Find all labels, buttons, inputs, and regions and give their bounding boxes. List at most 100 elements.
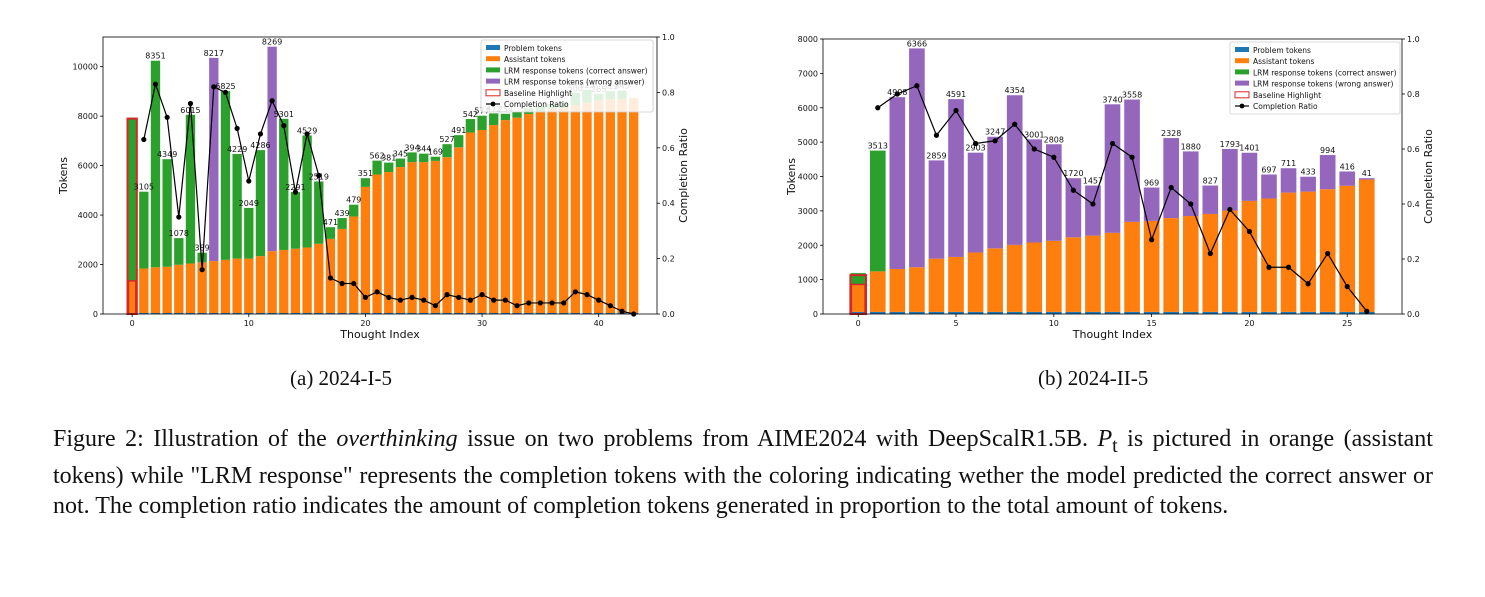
assistant-bar (547, 108, 557, 314)
assistant-bar (869, 271, 886, 312)
assistant-bar (290, 248, 301, 314)
assistant-bar (1124, 221, 1140, 312)
response-bar (1182, 151, 1199, 217)
y-tick-label: 2000 (78, 261, 98, 270)
assistant-bar (850, 284, 867, 312)
completion-ratio-point (374, 289, 380, 295)
response-bar (162, 159, 172, 267)
problem-bar (302, 313, 312, 314)
bar-value-label: 1457 (1083, 177, 1103, 186)
caption-label: Figure 2: Illustration of the (53, 426, 337, 452)
problem-bar (1202, 311, 1219, 314)
assistant-bar (524, 113, 534, 314)
assistant-bar (209, 261, 219, 314)
problem-bar (384, 313, 394, 314)
problem-bar (454, 313, 464, 314)
x-tick-label: 15 (1147, 319, 1157, 328)
legend-swatch (1235, 47, 1249, 52)
problem-bar (185, 313, 196, 314)
bar-value-label: 2903 (965, 144, 985, 153)
assistant-bar (1202, 213, 1219, 312)
completion-ratio-point (1168, 184, 1174, 191)
legend-swatch (485, 89, 501, 97)
problem-bar (1045, 311, 1062, 314)
completion-ratio-point (1051, 154, 1057, 160)
y2-tick-label: 0.4 (662, 199, 675, 208)
response-bar (1261, 174, 1277, 199)
response-bar (1143, 187, 1160, 221)
completion-ratio-point (199, 267, 205, 273)
bar-value-label: 8269 (262, 38, 282, 47)
bar-value-label: 471 (323, 218, 338, 227)
problem-bar (372, 313, 382, 314)
y2-tick-label: 0.0 (662, 310, 675, 319)
response-bar (1124, 99, 1140, 222)
problem-bar (500, 313, 511, 314)
legend-label: LRM response tokens (correct answer) (1253, 68, 1397, 77)
assistant-bar (1006, 244, 1023, 312)
response-bar (1319, 155, 1336, 190)
completion-ratio-point (304, 131, 310, 137)
legend-label: LRM response tokens (wrong answer) (1253, 80, 1394, 89)
assistant-bar (372, 174, 382, 314)
y-tick-label: 5000 (798, 138, 818, 147)
completion-ratio-point (992, 138, 998, 144)
problem-bar (174, 313, 184, 314)
bar-value-label: 479 (346, 196, 361, 205)
completion-ratio-point (1344, 283, 1350, 290)
assistant-bar (629, 97, 639, 314)
completion-ratio-point (409, 294, 415, 300)
completion-ratio-point (351, 280, 357, 287)
bar-value-label: 345 (393, 150, 408, 159)
assistant-bar (349, 216, 359, 314)
assistant-bar (244, 258, 254, 314)
assistant-bar (1319, 189, 1336, 312)
assistant-bar (185, 263, 196, 314)
completion-ratio-point (526, 300, 532, 306)
completion-ratio-point (1188, 201, 1194, 207)
problem-bar (477, 313, 487, 314)
assistant-bar (454, 147, 464, 314)
assistant-bar (314, 243, 324, 314)
x-tick-label: 25 (1342, 319, 1352, 328)
assistant-bar (430, 160, 441, 314)
problem-bar (150, 313, 161, 314)
assistant-bar (442, 157, 452, 314)
assistant-bar (1261, 198, 1277, 312)
bar-value-label: 389 (194, 244, 209, 253)
plot-frame (102, 36, 658, 315)
bar-value-label: 491 (451, 126, 466, 135)
completion-ratio-point (1285, 264, 1292, 270)
y-tick-label: 6000 (798, 104, 818, 113)
response-bar (1104, 104, 1121, 233)
problem-bar (419, 313, 429, 314)
bar-value-label: 4529 (297, 126, 317, 135)
assistant-bar (395, 167, 406, 314)
assistant-bar (617, 99, 627, 314)
y-tick-label: 0 (93, 310, 98, 319)
problem-bar (1104, 311, 1121, 314)
completion-ratio-point (502, 297, 508, 303)
problem-bar (1241, 311, 1258, 314)
problem-bar (197, 313, 207, 314)
x-tick-label: 20 (360, 319, 370, 328)
completion-ratio-point (456, 294, 462, 300)
chart-panel-a: 3105 8351 4349 1078 6015 389 8217 6825 4229 2049 4… (55, 25, 705, 355)
assistant-bar (1045, 240, 1062, 312)
completion-ratio-point (953, 107, 959, 114)
response-bar (987, 136, 1003, 249)
problem-bar (279, 313, 289, 314)
assistant-bar (559, 107, 569, 314)
completion-ratio-point (386, 294, 392, 300)
response-bar (337, 218, 347, 229)
response-bar (255, 150, 266, 257)
problem-bar (1065, 311, 1082, 314)
response-bar (139, 191, 149, 269)
problem-bar (1163, 311, 1180, 314)
problem-bar (220, 313, 231, 314)
assistant-bar (139, 268, 149, 314)
bar-value-label: 969 (1144, 179, 1159, 188)
assistant-bar (948, 256, 964, 312)
response-bar (967, 152, 984, 253)
response-bar (314, 181, 324, 244)
